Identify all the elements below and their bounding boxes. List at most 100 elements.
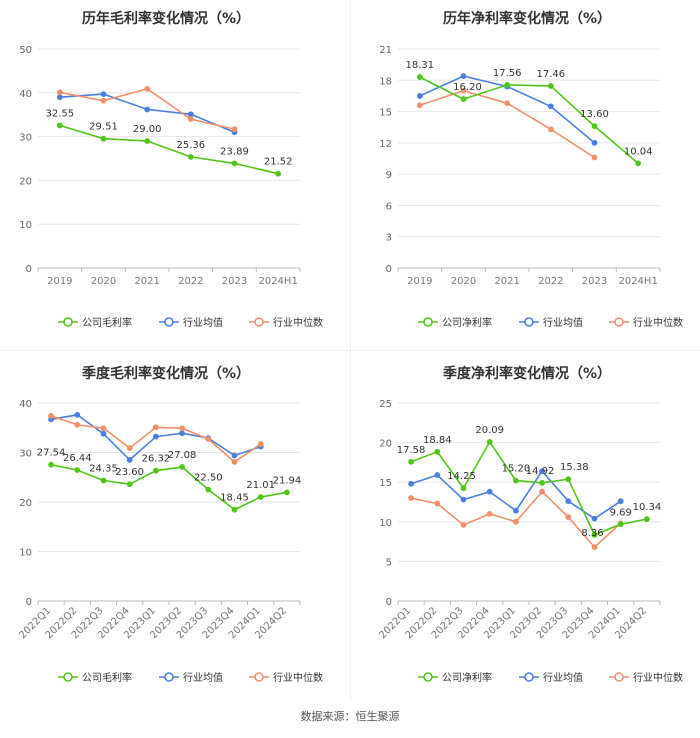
y-tick-label: 9 [386,170,392,181]
data-label: 22.50 [194,473,223,484]
data-label: 27.08 [168,450,197,461]
y-tick-label: 10 [19,220,32,231]
data-point [284,489,290,496]
data-label: 24.35 [89,463,118,474]
data-point [565,476,572,483]
data-label: 9.69 [610,507,632,518]
series-line-公司净利率 [419,76,639,164]
x-tick-label: 2019 [407,276,432,287]
data-point [408,480,415,487]
data-point [513,477,519,484]
series-line-公司净利率 [410,440,648,536]
legend-label: 行业均值 [543,671,583,684]
legend-marker [164,672,174,682]
data-point [504,81,511,88]
data-point [486,510,493,517]
data-point [486,488,493,495]
legend-marker [524,672,534,682]
data-point [635,160,642,167]
data-point [547,103,554,110]
legend-label: 行业中位数 [633,671,683,684]
legend-marker [254,672,264,682]
data-point [539,468,545,475]
legend-label: 行业均值 [543,316,583,329]
data-point [187,116,194,122]
data-point [231,160,238,167]
y-tick-label: 30 [19,133,32,144]
y-tick-label: 15 [379,108,392,119]
data-label: 23.60 [115,467,144,478]
x-tick-label: 2022 [178,276,203,287]
data-point [144,106,151,113]
legend-marker [524,317,534,327]
data-label: 16.20 [453,82,482,93]
data-point [617,498,624,505]
data-point [231,506,238,513]
data-point [547,83,554,89]
data-point [565,514,572,520]
data-point [187,154,194,160]
legend-item: 行业均值 [159,671,223,684]
x-tick-label: 2024H1 [618,276,657,287]
data-label: 14.25 [447,471,476,482]
data-label: 18.84 [423,435,452,446]
y-tick-label: 50 [19,45,32,56]
data-point [408,458,415,465]
legend-label: 行业均值 [183,671,223,684]
data-point [275,170,282,177]
legend-marker [63,317,73,327]
series-line-公司毛利率 [50,463,288,511]
y-tick-label: 6 [386,201,392,212]
chart-title: 季度毛利率变化情况（%） [81,365,250,382]
legend-item: 行业中位数 [249,316,323,329]
series-line-公司毛利率 [59,124,279,175]
data-point [591,139,598,146]
data-label: 20.09 [475,425,504,436]
data-point [74,467,81,474]
y-tick-label: 12 [379,139,392,150]
data-label: 18.45 [220,493,249,504]
data-point [231,126,238,133]
data-point [460,485,467,492]
data-point [48,461,54,468]
chart-panel-1: 历年毛利率变化情况（%） 0 10 20 30 40 50 2019 2020 2021 2022 2… [19,10,323,329]
data-point [591,544,598,551]
y-tick-label: 40 [19,89,32,100]
y-tick-label: 0 [386,597,392,608]
data-label: 32.55 [46,108,75,119]
y-tick-label: 20 [19,498,32,509]
data-point [591,123,598,130]
data-label: 10.04 [624,146,653,157]
data-label: 17.58 [397,445,426,456]
data-point [591,515,598,522]
chart-panel-4: 季度净利率变化情况（%）05101520252022Q12022Q22022Q3… [377,365,683,684]
y-tick-label: 3 [386,233,392,244]
legend-label: 公司净利率 [442,671,492,684]
source-note: 数据来源：恒生聚源 [300,710,400,723]
data-point [153,433,159,440]
data-point [126,457,133,463]
x-tick-label: 2019 [47,276,72,287]
data-point [100,477,107,484]
data-point [434,500,441,507]
legend-label: 公司毛利率 [82,671,132,684]
data-point [434,448,441,455]
y-tick-label: 0 [386,264,392,275]
data-point [205,436,212,443]
legend-label: 行业中位数 [633,316,683,329]
y-tick-label: 20 [19,176,32,187]
legend-marker [254,317,264,327]
y-tick-label: 18 [379,76,392,87]
data-point [231,452,238,459]
y-tick-label: 5 [386,557,392,568]
data-point [100,425,107,432]
data-label: 18.31 [406,60,435,71]
data-point [513,518,519,525]
chart-panel-3: 季度毛利率变化情况（%）0102030402022Q12022Q22022Q32… [17,365,323,684]
chart-title: 历年毛利率变化情况（%） [82,10,250,27]
data-point [179,430,186,437]
y-tick-label: 0 [26,597,32,608]
x-tick-label: 2023 [222,276,247,287]
